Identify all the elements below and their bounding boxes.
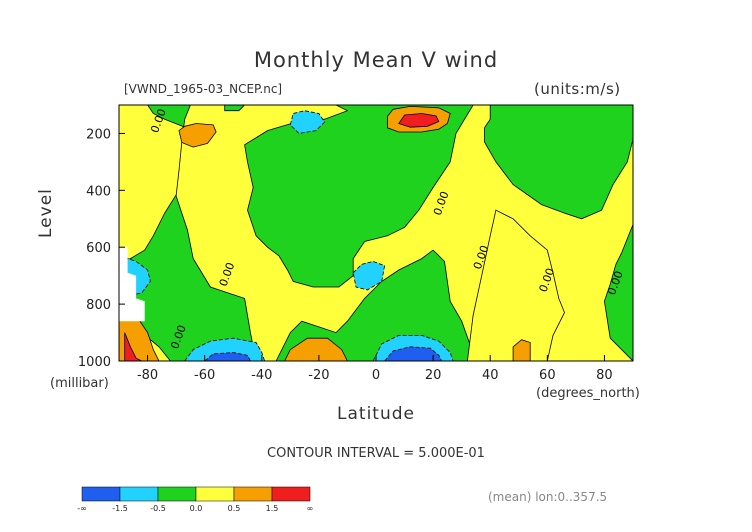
colorbar-label: -1.5 <box>112 504 128 513</box>
region-red-north <box>398 113 440 128</box>
region-white-missing <box>119 247 145 322</box>
colorbar-swatch <box>195 486 235 502</box>
y-tick-label: 600 <box>86 241 111 256</box>
contour-interval-label: CONTOUR INTERVAL = 5.000E-01 <box>267 446 485 461</box>
x-tick-label: -80 <box>137 368 158 383</box>
colorbar-swatch <box>271 486 311 502</box>
region-cyan-mid <box>352 260 386 291</box>
region-cyan-top <box>289 110 326 134</box>
x-tick-label: 40 <box>482 368 499 383</box>
x-tick-label: 60 <box>539 368 556 383</box>
colorbar-label: -∞ <box>77 504 87 513</box>
region-yellow-north-strip <box>466 209 565 361</box>
x-tick-label: -20 <box>308 368 329 383</box>
region-blue-south-bottom <box>204 352 251 361</box>
x-axis-label: Latitude <box>337 404 415 424</box>
colorbar-label: ∞ <box>307 504 314 513</box>
x-tick-label: 20 <box>425 368 442 383</box>
region-red-south-pole <box>124 332 142 361</box>
colorbar-swatch <box>81 486 121 502</box>
region-orange-bottom-b <box>512 339 531 361</box>
units-label: (units:m/s) <box>534 80 621 98</box>
x-tick-label: -40 <box>251 368 272 383</box>
colorbar-label: 0.5 <box>228 504 241 513</box>
x-unit-label: (degrees_north) <box>536 386 640 401</box>
y-axis-ticks: 200 400 600 800 1000 <box>78 127 125 370</box>
y-unit-label: (millibar) <box>50 376 109 391</box>
colorbar-swatch <box>233 486 273 502</box>
colorbar: -∞ -1.5 -0.5 0.0 0.5 1.5 ∞ <box>77 486 314 513</box>
y-tick-label: 400 <box>86 184 111 199</box>
y-tick-label: 1000 <box>78 355 111 370</box>
region-orange-south <box>178 123 217 148</box>
x-axis-ticks: -80 -60 -40 -20 0 20 40 60 80 <box>137 355 613 383</box>
x-tick-label: 80 <box>596 368 613 383</box>
x-tick-label: 0 <box>372 368 380 383</box>
region-blue-north-bottom <box>384 346 443 361</box>
heatmap-regions <box>119 105 633 361</box>
colorbar-label: 1.5 <box>266 504 279 513</box>
colorbar-swatch <box>119 486 159 502</box>
colorbar-swatch <box>157 486 197 502</box>
region-orange-bottom-a <box>284 337 348 361</box>
colorbar-label: -0.5 <box>150 504 166 513</box>
x-tick-label: -60 <box>194 368 215 383</box>
y-tick-label: 200 <box>86 127 111 142</box>
chart-title: Monthly Mean V wind <box>253 48 499 72</box>
colorbar-label: 0.0 <box>190 504 203 513</box>
file-label: [VWND_1965-03_NCEP.nc] <box>124 82 283 96</box>
y-tick-label: 800 <box>86 298 111 313</box>
mean-longitude-label: (mean) lon:0..357.5 <box>488 490 608 504</box>
